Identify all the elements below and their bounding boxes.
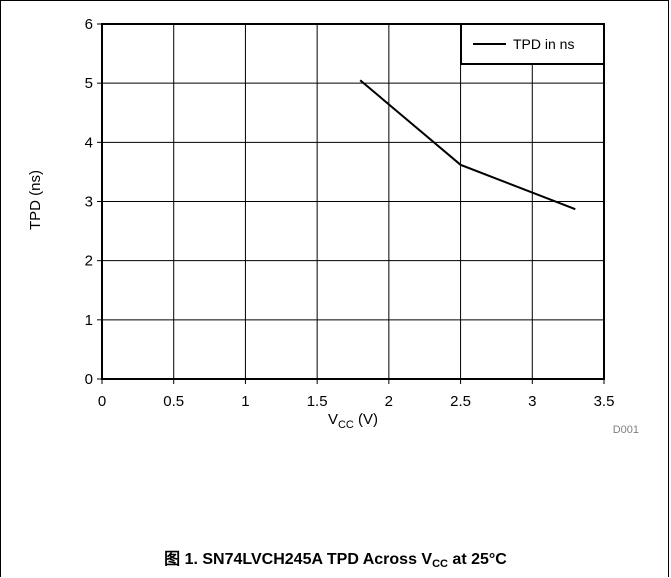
x-tick-label-1: 0.5	[163, 393, 184, 410]
x-axis-label: VCC (V)	[328, 411, 378, 431]
x-tick-label-4: 2	[385, 393, 393, 410]
x-tick-label-5: 2.5	[450, 393, 471, 410]
figure-caption: 图 1. SN74LVCH245A TPD Across VCC at 25°C	[0, 545, 671, 570]
x-tick-label-6: 3	[528, 393, 536, 410]
series-line-tpd	[359, 79, 576, 211]
grid-lines	[97, 23, 605, 384]
y-tick-label-6: 6	[85, 16, 93, 33]
tpd-chart: 0 1 2 3 4 5 6 0 0.5 1 1.5 2 2.5 3 3.5 TPD in ns TPD (…	[27, 16, 639, 436]
x-axis-label-main: V	[328, 411, 338, 428]
plot-area-border	[101, 23, 605, 380]
y-tick-label-1: 1	[85, 312, 93, 329]
x-axis-label-unit: (V)	[354, 411, 378, 428]
caption-subscript: CC	[432, 558, 448, 570]
x-axis-label-subscript: CC	[338, 419, 354, 431]
x-tick-label-2: 1	[241, 393, 249, 410]
y-tick-label-0: 0	[85, 371, 93, 388]
legend: TPD in ns	[460, 23, 605, 65]
legend-label: TPD in ns	[513, 36, 574, 52]
caption-prefix: 图 1. SN74LVCH245A TPD Across V	[164, 551, 433, 568]
caption-suffix: at 25°C	[447, 551, 507, 568]
x-tick-label-3: 1.5	[307, 393, 328, 410]
y-axis-label: TPD (ns)	[27, 170, 44, 230]
x-tick-label-0: 0	[98, 393, 106, 410]
series-layer	[359, 79, 576, 211]
y-tick-label-5: 5	[85, 75, 93, 92]
y-tick-labels: 0 1 2 3 4 5 6	[85, 16, 93, 388]
x-tick-labels: 0 0.5 1 1.5 2 2.5 3 3.5	[98, 393, 615, 410]
figure-id-label: D001	[613, 424, 639, 436]
y-tick-label-2: 2	[85, 253, 93, 270]
y-tick-label-3: 3	[85, 194, 93, 211]
y-tick-label-4: 4	[85, 134, 93, 151]
x-tick-label-7: 3.5	[594, 393, 615, 410]
